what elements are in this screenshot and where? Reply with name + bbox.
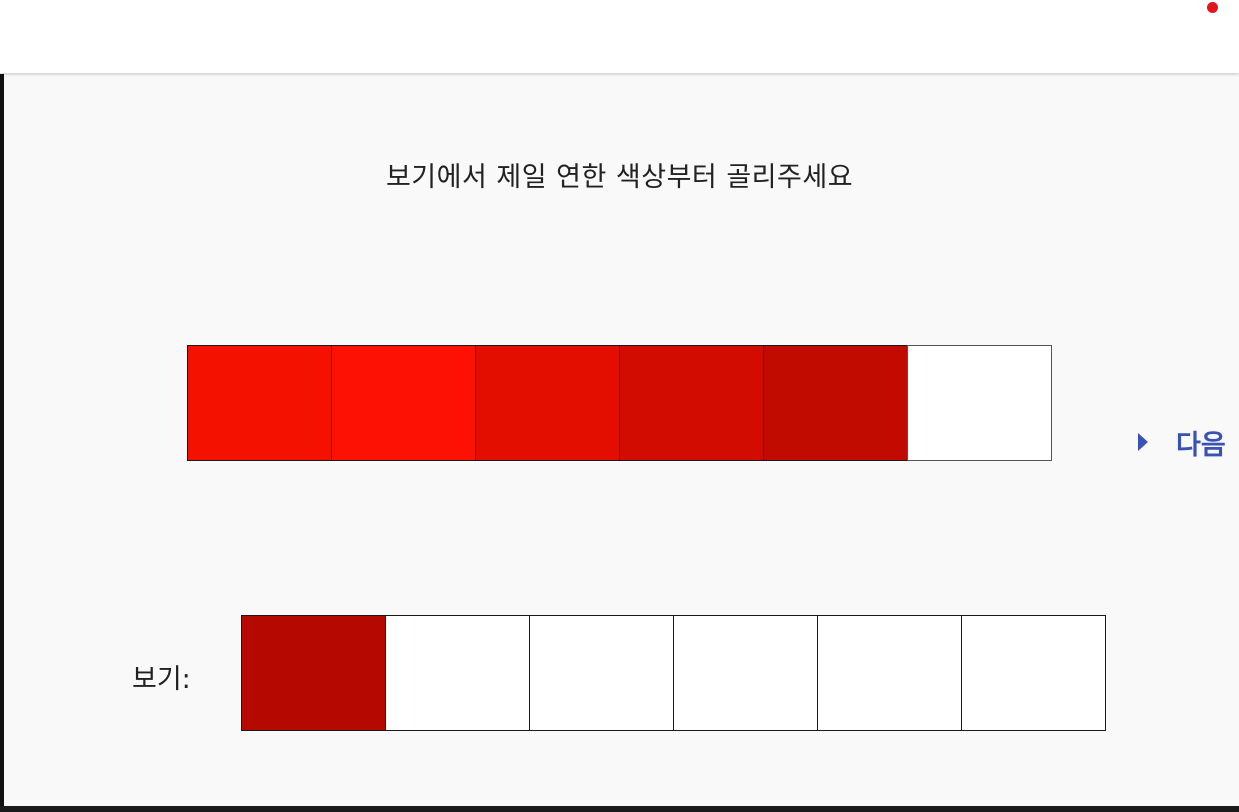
next-button-label: 다음 — [1176, 423, 1226, 462]
option-swatches — [241, 615, 1106, 731]
top-bar — [0, 0, 1239, 73]
option-swatch-2[interactable] — [385, 615, 530, 731]
sequence-slot-4[interactable] — [619, 345, 764, 461]
sequence-slot-6[interactable] — [907, 345, 1052, 461]
instruction-text: 보기에서 제일 연한 색상부터 골리주세요 — [0, 155, 1239, 194]
play-arrow-icon — [1138, 433, 1148, 451]
sequence-slot-3[interactable] — [475, 345, 620, 461]
option-swatch-5[interactable] — [817, 615, 962, 731]
next-button[interactable]: 다음 — [1138, 424, 1226, 460]
sequence-slot-5[interactable] — [763, 345, 908, 461]
option-swatch-1[interactable] — [241, 615, 386, 731]
option-swatch-6[interactable] — [961, 615, 1106, 731]
option-swatch-4[interactable] — [673, 615, 818, 731]
options-label: 보기: — [132, 657, 191, 696]
status-indicator-dot — [1207, 2, 1218, 13]
sequence-slot-1[interactable] — [187, 345, 332, 461]
sequence-slot-2[interactable] — [331, 345, 476, 461]
option-swatch-3[interactable] — [529, 615, 674, 731]
bottom-edge — [0, 806, 1239, 812]
answer-sequence — [187, 345, 1052, 461]
